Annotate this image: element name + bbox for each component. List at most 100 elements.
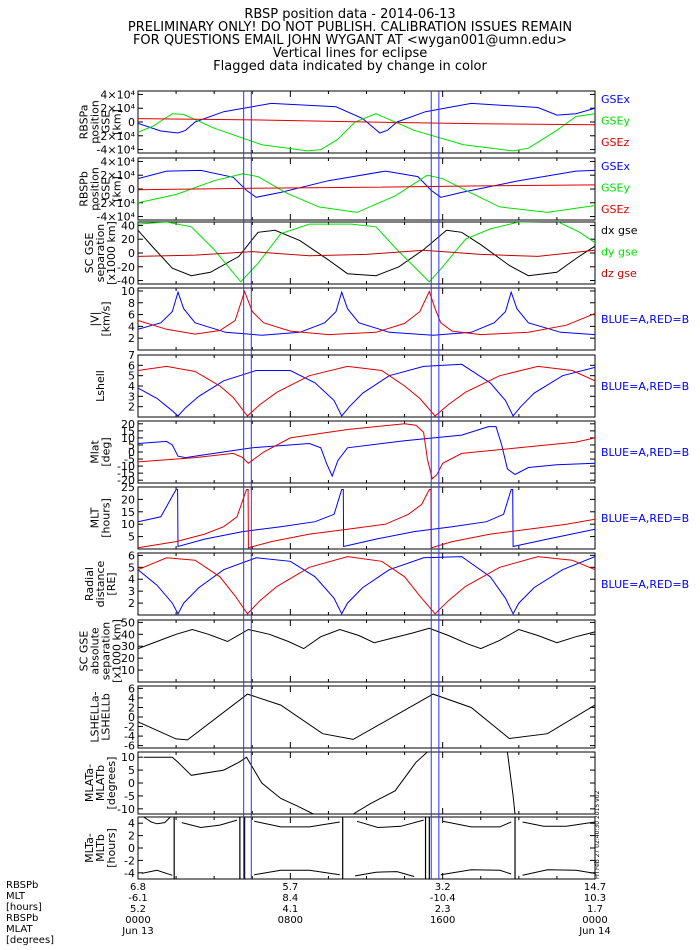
y-tick-label: -20 xyxy=(117,474,135,487)
y-axis-label-line: [x1000 km] xyxy=(105,221,118,285)
y-axis-label: RBSPapositionGSE[km] xyxy=(78,100,124,144)
x-tick-label: 3.2 xyxy=(435,882,451,893)
series-group xyxy=(138,102,595,152)
x-tick-label: 2.3 xyxy=(435,904,451,915)
series-line-e xyxy=(442,820,512,828)
y-tick-label: 15 xyxy=(121,506,135,519)
y-axis-label-line: LSHELLa- xyxy=(89,691,102,742)
y-tick-label: 40 xyxy=(121,628,135,641)
x-row-label: [hours] xyxy=(6,902,42,913)
series-group xyxy=(138,556,595,615)
series-line-dMLAT xyxy=(143,756,314,814)
x-row-label: MLAT xyxy=(6,924,33,935)
y-axis-label-line: [degrees] xyxy=(105,757,118,810)
x-tick-label: 5.2 xyxy=(130,904,146,915)
y-tick-label: -2×10⁴ xyxy=(96,197,135,210)
x-tick-label: -10.4 xyxy=(430,893,456,904)
y-axis-label-line: MLTa- xyxy=(83,833,96,863)
legend-entry: GSEz xyxy=(601,203,629,216)
series-line-A xyxy=(138,426,595,478)
y-axis-label-line: [x1000 km] xyxy=(111,619,124,683)
y-tick-label: -2 xyxy=(124,721,135,734)
series-line-c xyxy=(254,820,340,828)
legend-entry: dz gse xyxy=(601,267,637,280)
panel-frame xyxy=(137,420,596,484)
series-line-B xyxy=(138,290,595,336)
y-axis-label-line: Lshell xyxy=(94,370,107,402)
y-tick-label: 0 xyxy=(128,842,135,855)
panel-p12: 420-2-4 MLTa-MLTb[hours] xyxy=(83,816,596,880)
y-tick-label: 10 xyxy=(121,432,135,445)
page-title: RBSP position data - 2014-06-13 PRELIMIN… xyxy=(0,8,700,73)
y-tick-label: -5 xyxy=(124,453,135,466)
series-line-B xyxy=(138,489,595,549)
x-tick-label: -6.1 xyxy=(128,893,148,904)
series-line-h xyxy=(254,869,340,876)
y-tick-label: -4×10⁴ xyxy=(96,144,135,157)
y-axis-label-line: [hours] xyxy=(105,828,118,868)
series-line-GSEy xyxy=(138,173,595,213)
panel-frame xyxy=(137,552,596,616)
series-group xyxy=(138,363,595,417)
y-tick-label: 3 xyxy=(128,585,135,598)
panel-frame xyxy=(137,619,596,683)
x-tick-label: 0000 xyxy=(582,915,607,926)
y-tick-label: 30 xyxy=(121,640,135,653)
y-tick-label: 5 xyxy=(128,439,135,452)
y-axis-label-line: SC GSE xyxy=(78,631,91,672)
series-line-GSEz xyxy=(138,184,595,191)
y-axis-label-line: separation xyxy=(94,224,107,283)
y-tick-label: -40 xyxy=(117,275,135,288)
y-axis-label: RBSPbpositionGSE[km] xyxy=(78,167,124,211)
y-tick-label: 0 xyxy=(128,711,135,724)
series-line-k xyxy=(355,871,415,877)
y-axis-label-line: Radial xyxy=(83,567,96,601)
title-line: Flagged data indicated by change in colo… xyxy=(213,59,487,74)
y-tick-label: 25 xyxy=(121,481,135,494)
legend-entry: dy gse xyxy=(601,246,638,259)
series-line-j xyxy=(522,869,595,876)
series-line-A xyxy=(138,290,595,336)
y-tick-label: 7 xyxy=(128,349,135,362)
legend-entry: BLUE=A,RED=B xyxy=(601,578,689,591)
y-tick-label: 2 xyxy=(128,332,135,345)
y-axis-label-line: [deg] xyxy=(100,437,113,466)
y-tick-label: 4 xyxy=(128,573,135,586)
series-line-GSEx xyxy=(138,102,595,134)
y-tick-label: 5 xyxy=(128,764,135,777)
x-row-label: MLT xyxy=(6,891,26,902)
series-group xyxy=(138,290,595,336)
y-tick-label: 2 xyxy=(128,830,135,843)
legend-entry: GSEy xyxy=(601,182,630,195)
series-line-dx gse xyxy=(138,229,595,277)
legend-entry: dx gse xyxy=(601,224,638,237)
y-tick-label: 4 xyxy=(128,380,135,393)
legend-entry: BLUE=A,RED=B xyxy=(601,380,689,393)
y-tick-label: 10 xyxy=(121,664,135,677)
panel-frame xyxy=(137,685,596,749)
series-line-dy gse xyxy=(138,222,595,283)
series-line-g xyxy=(141,869,173,876)
y-axis-label-line: [hours] xyxy=(100,498,113,538)
y-tick-label: -6 xyxy=(124,740,135,753)
y-tick-label: -5 xyxy=(124,790,135,803)
series-line-dL xyxy=(138,693,595,741)
panel-frame xyxy=(137,287,596,351)
title-line: Vertical lines for eclipse xyxy=(272,46,428,61)
y-tick-label: 20 xyxy=(121,418,135,431)
legend-entry: BLUE=A,RED=B xyxy=(601,512,689,525)
y-tick-label: 6 xyxy=(128,549,135,562)
series-group xyxy=(138,423,595,480)
title-line: PRELIMINARY ONLY! DO NOT PUBLISH. CALIBR… xyxy=(127,20,573,35)
y-axis-label: MLATa-MLATb[degrees] xyxy=(83,757,118,810)
panel-p2: 4×10⁴2×10⁴0-2×10⁴-4×10⁴RBSPbpositionGSE[… xyxy=(78,155,631,223)
y-tick-label: -2×10⁴ xyxy=(96,130,135,143)
series-line-sep xyxy=(138,627,595,650)
series-line-A xyxy=(138,489,595,548)
y-tick-label: 20 xyxy=(121,652,135,665)
y-axis-label: SC GSEseparation[x1000 km] xyxy=(83,221,118,285)
